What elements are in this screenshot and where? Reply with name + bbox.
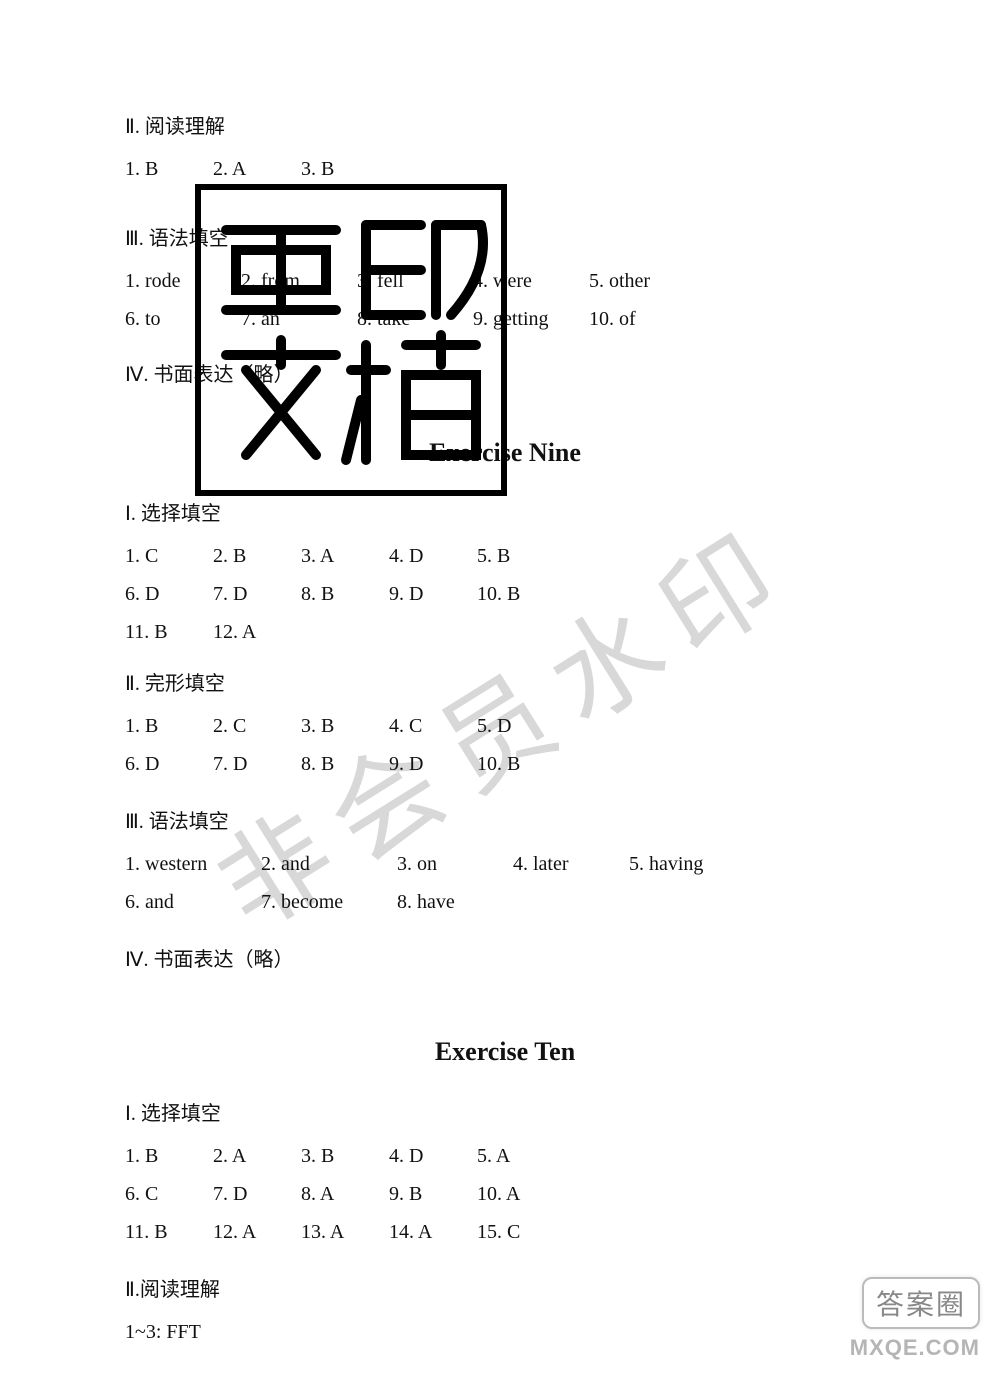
e9-section-2-title: Ⅱ. 完形填空 <box>125 665 885 703</box>
exercise-nine-heading: Exercise Nine <box>125 428 885 477</box>
answer-cell: 7. D <box>213 575 275 613</box>
answer-cell: 12. A <box>213 1213 275 1251</box>
answer-cell: 8. B <box>301 745 363 783</box>
answer-cell: 11. B <box>125 1213 187 1251</box>
e10-2-row: 1~3: FFT <box>125 1313 885 1351</box>
answer-cell: 2. B <box>213 537 275 575</box>
logo-text-top: 答案圈 <box>862 1277 980 1329</box>
answer-cell: 7. D <box>213 1175 275 1213</box>
e9-1-row: 1. C 2. B 3. A 4. D 5. B <box>125 537 885 575</box>
e9-2-row: 6. D 7. D 8. B 9. D 10. B <box>125 745 885 783</box>
answer-cell: 10. B <box>477 575 539 613</box>
e9-3-row: 6. and 7. become 8. have <box>125 883 885 921</box>
answer-cell: 5. D <box>477 707 539 745</box>
source-logo: 答案圈 MXQE.COM <box>850 1277 980 1361</box>
answer-cell: 4. D <box>389 1137 451 1175</box>
answer-cell: 5. A <box>477 1137 539 1175</box>
answer-cell: 6. to <box>125 300 215 338</box>
answer-cell: 4. D <box>389 537 451 575</box>
exercise-ten-heading: Exercise Ten <box>125 1027 885 1076</box>
answer-cell: 3. fell <box>357 262 447 300</box>
section-3-title: Ⅲ. 语法填空 <box>125 220 885 258</box>
e10-section-1-title: Ⅰ. 选择填空 <box>125 1095 885 1133</box>
answer-cell: 1. B <box>125 707 187 745</box>
answer-cell: 9. getting <box>473 300 563 338</box>
answer-cell: 1. rode <box>125 262 215 300</box>
answer-cell: 1. B <box>125 150 187 188</box>
e9-section-3-title: Ⅲ. 语法填空 <box>125 803 885 841</box>
answer-cell: 15. C <box>477 1213 539 1251</box>
answer-cell: 5. B <box>477 537 539 575</box>
answer-cell: 4. were <box>473 262 563 300</box>
e9-3-row: 1. western 2. and 3. on 4. later 5. havi… <box>125 845 885 883</box>
answer-cell: 3. A <box>301 537 363 575</box>
section-3-row: 6. to 7. an 8. take 9. getting 10. of <box>125 300 885 338</box>
answer-cell: 6. D <box>125 575 187 613</box>
answer-cell: 2. A <box>213 1137 275 1175</box>
answer-cell: 9. D <box>389 745 451 783</box>
answer-cell: 6. C <box>125 1175 187 1213</box>
answer-cell: 2. and <box>261 845 371 883</box>
e9-1-row: 11. B 12. A <box>125 613 885 651</box>
answer-cell: 3. B <box>301 707 363 745</box>
logo-text-bottom: MXQE.COM <box>850 1335 980 1361</box>
answer-cell: 14. A <box>389 1213 451 1251</box>
answer-cell: 10. of <box>589 300 679 338</box>
answer-cell: 1. C <box>125 537 187 575</box>
section-2-title: Ⅱ. 阅读理解 <box>125 108 885 146</box>
e9-1-row: 6. D 7. D 8. B 9. D 10. B <box>125 575 885 613</box>
answer-cell: 1. western <box>125 845 235 883</box>
answer-cell: 10. A <box>477 1175 539 1213</box>
section-2-row: 1. B 2. A 3. B <box>125 150 885 188</box>
answer-cell: 1~3: FFT <box>125 1313 201 1351</box>
answer-cell: 8. take <box>357 300 447 338</box>
section-4-title: Ⅳ. 书面表达（略） <box>125 356 885 394</box>
answer-cell: 5. having <box>629 845 719 883</box>
e9-2-row: 1. B 2. C 3. B 4. C 5. D <box>125 707 885 745</box>
e9-section-4-title: Ⅳ. 书面表达（略） <box>125 941 885 979</box>
e10-section-3-title: Ⅲ. 语法填空 <box>125 1375 885 1383</box>
answer-cell: 2. from <box>241 262 331 300</box>
answer-cell: 1. B <box>125 1137 187 1175</box>
answer-cell: 4. later <box>513 845 603 883</box>
answer-cell: 7. D <box>213 745 275 783</box>
answer-cell: 10. B <box>477 745 539 783</box>
e9-section-1-title: Ⅰ. 选择填空 <box>125 495 885 533</box>
answer-cell: 12. A <box>213 613 275 651</box>
answer-cell: 9. D <box>389 575 451 613</box>
e10-1-row: 1. B 2. A 3. B 4. D 5. A <box>125 1137 885 1175</box>
answer-cell: 8. have <box>397 883 487 921</box>
answer-cell: 13. A <box>301 1213 363 1251</box>
answer-cell: 6. D <box>125 745 187 783</box>
answer-cell: 4. C <box>389 707 451 745</box>
section-3-row: 1. rode 2. from 3. fell 4. were 5. other <box>125 262 885 300</box>
answer-cell: 6. and <box>125 883 235 921</box>
answer-cell: 9. B <box>389 1175 451 1213</box>
answer-cell: 7. an <box>241 300 331 338</box>
answer-cell: 11. B <box>125 613 187 651</box>
answer-cell: 7. become <box>261 883 371 921</box>
e10-section-2-title: Ⅱ.阅读理解 <box>125 1271 885 1309</box>
e10-1-row: 6. C 7. D 8. A 9. B 10. A <box>125 1175 885 1213</box>
answer-cell: 3. on <box>397 845 487 883</box>
answer-cell: 2. A <box>213 150 275 188</box>
page: 非会员水印 Ⅱ. 阅读理解 1. B 2. A 3. B Ⅲ. 语法填空 1. … <box>0 0 1000 1383</box>
document-body: Ⅱ. 阅读理解 1. B 2. A 3. B Ⅲ. 语法填空 1. rode 2… <box>125 108 885 1383</box>
answer-cell: 8. A <box>301 1175 363 1213</box>
answer-cell: 3. B <box>301 1137 363 1175</box>
answer-cell: 8. B <box>301 575 363 613</box>
answer-cell: 5. other <box>589 262 679 300</box>
answer-cell: 3. B <box>301 150 363 188</box>
answer-cell: 2. C <box>213 707 275 745</box>
e10-1-row: 11. B 12. A 13. A 14. A 15. C <box>125 1213 885 1251</box>
